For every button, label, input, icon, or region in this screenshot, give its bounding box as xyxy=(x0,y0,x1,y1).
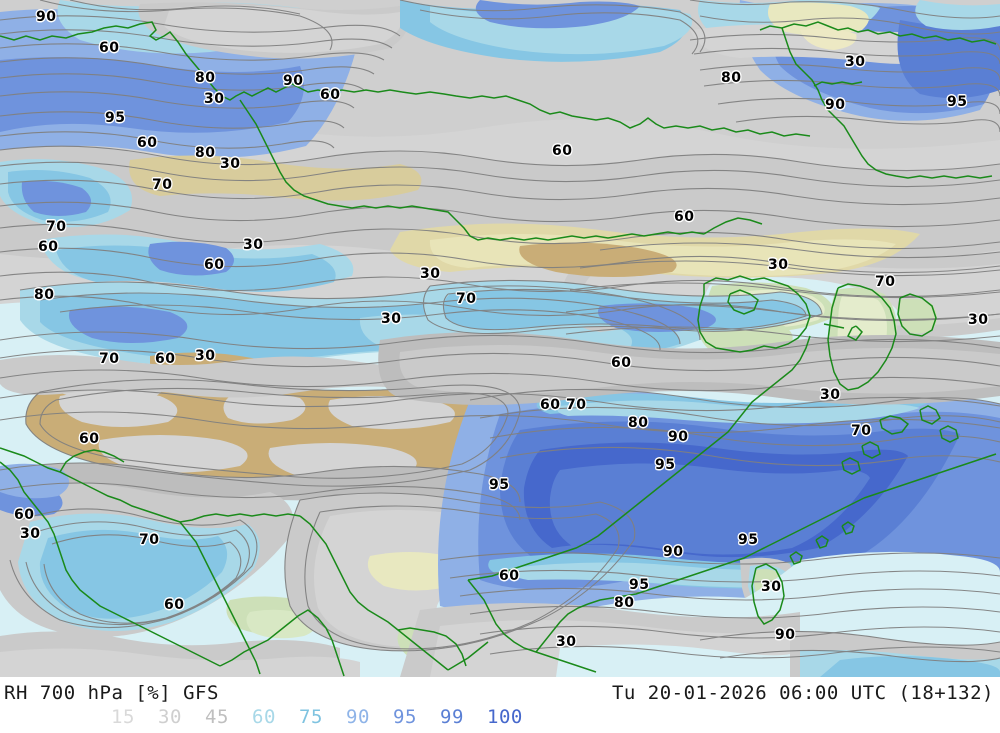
color-scale-tick[interactable]: 15 xyxy=(111,706,135,728)
color-scale-tick[interactable]: 99 xyxy=(440,706,464,728)
color-scale-tick[interactable]: 45 xyxy=(205,706,229,728)
map-canvas[interactable]: 90 60 80 90 30 60 95 60 80 30 70 80 30 90 95 60 70 60 80 60… xyxy=(0,0,1000,677)
map-raster xyxy=(0,0,1000,677)
color-scale-tick[interactable]: 100 xyxy=(487,706,523,728)
color-scale-tick[interactable]: 30 xyxy=(158,706,182,728)
color-scale-tick[interactable]: 90 xyxy=(346,706,370,728)
color-scale-legend[interactable]: 15 30 45 60 75 90 95 99 100 xyxy=(0,706,1000,732)
map-footer: RH 700 hPa [%] GFS Tu 20-01-2026 06:00 U… xyxy=(0,677,1000,733)
page-title: RH 700 hPa [%] GFS xyxy=(4,682,219,704)
footer-title-row: RH 700 hPa [%] GFS Tu 20-01-2026 06:00 U… xyxy=(0,679,1000,705)
valid-time-label: Tu 20-01-2026 06:00 UTC (18+132) xyxy=(611,682,994,704)
color-scale-tick[interactable]: 95 xyxy=(393,706,417,728)
color-scale-tick[interactable]: 75 xyxy=(299,706,323,728)
color-scale-tick[interactable]: 60 xyxy=(252,706,276,728)
